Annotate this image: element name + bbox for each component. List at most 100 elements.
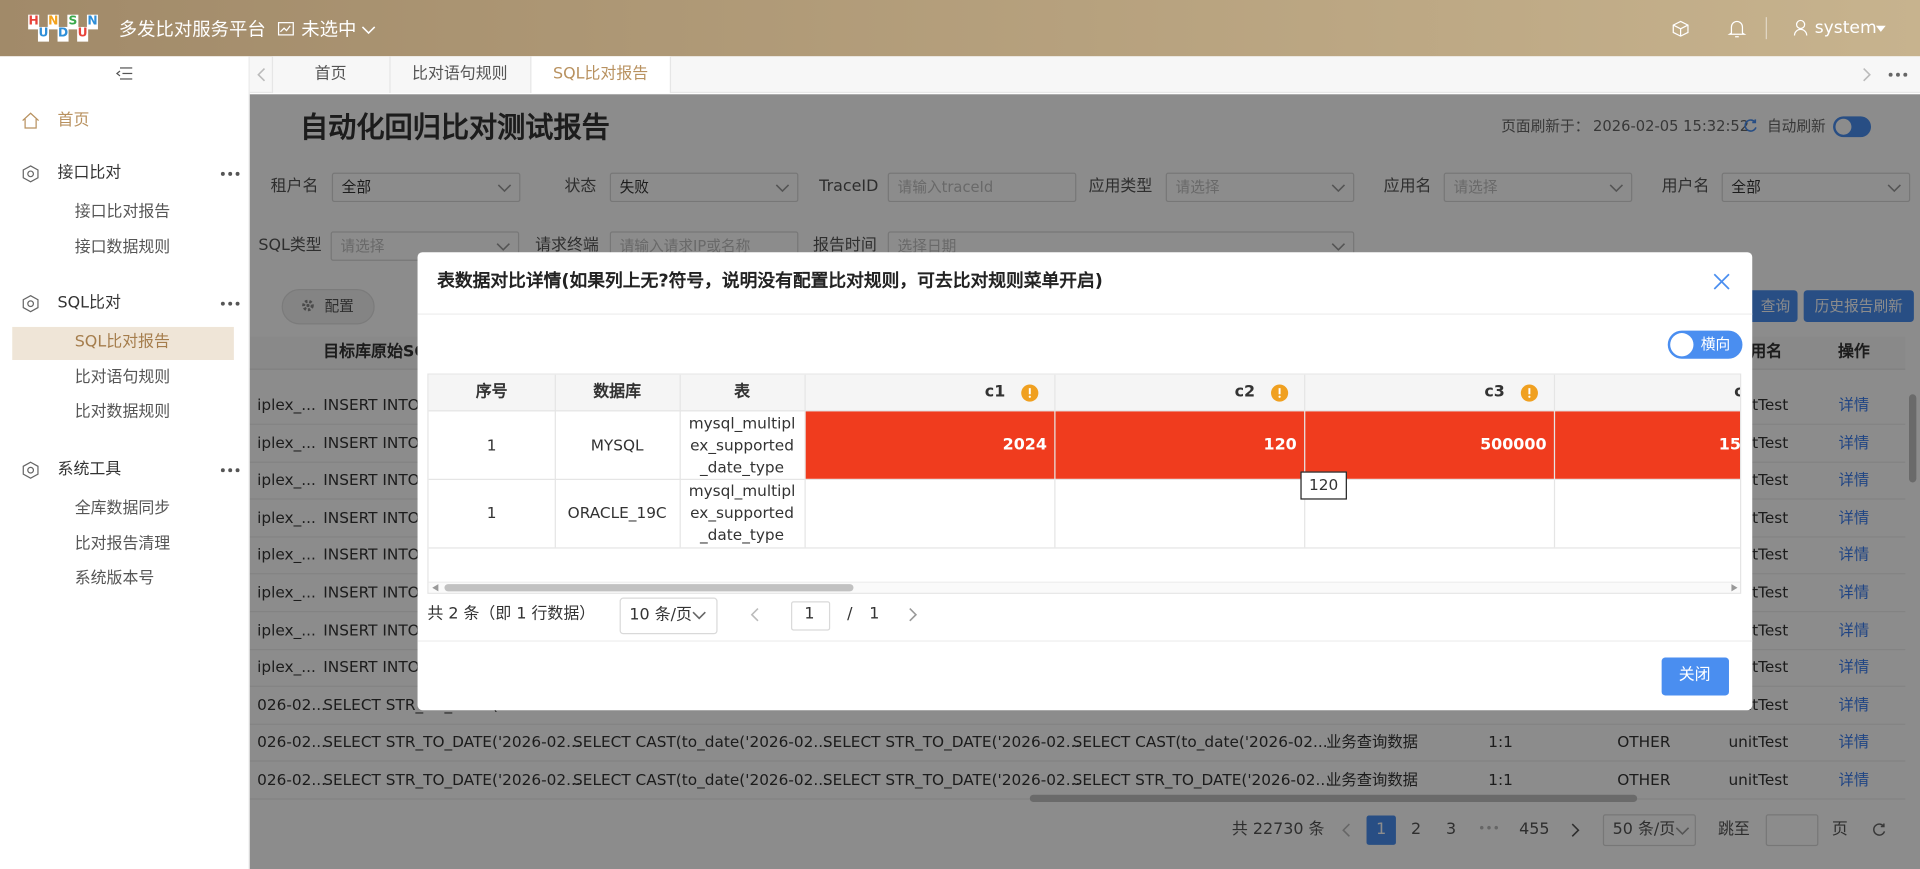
detail-row-line bbox=[428, 478, 1741, 481]
diff-value: 500000 bbox=[1480, 435, 1547, 454]
detail-link[interactable]: 详情 bbox=[1838, 395, 1870, 414]
icon-part bbox=[228, 468, 233, 473]
menu-item[interactable]: 接口数据规则 bbox=[74, 238, 171, 257]
page-number[interactable]: 1 bbox=[1376, 820, 1387, 839]
icon-part bbox=[235, 301, 240, 306]
menu-home[interactable]: 首页 bbox=[57, 111, 90, 130]
history-label[interactable]: 历史报告刷新 bbox=[1814, 297, 1903, 315]
detail-link[interactable]: 详情 bbox=[1838, 582, 1870, 602]
filter-placeholder: 请输入请求IP或名称 bbox=[619, 237, 751, 255]
config-label[interactable]: 配置 bbox=[324, 297, 354, 315]
pagination-total: 共 22730 条 bbox=[1231, 820, 1325, 839]
env-selector[interactable]: 未选中 bbox=[301, 18, 357, 41]
icon-part bbox=[1342, 823, 1350, 837]
detail-scroll-thumb bbox=[444, 584, 854, 592]
menu-item[interactable]: 接口比对报告 bbox=[74, 203, 171, 222]
page-number[interactable]: 455 bbox=[1519, 820, 1550, 839]
tab-label[interactable]: 首页 bbox=[314, 64, 347, 84]
filter-input[interactable] bbox=[1721, 172, 1911, 203]
menu-group[interactable]: 系统工具 bbox=[57, 460, 122, 479]
detail-link[interactable]: 详情 bbox=[1838, 695, 1870, 714]
page-unit: 页 bbox=[1831, 820, 1848, 839]
group-icon bbox=[22, 295, 39, 313]
detail-link[interactable]: 详情 bbox=[1838, 732, 1870, 752]
icon-part bbox=[1863, 68, 1871, 82]
more-icon bbox=[220, 171, 240, 176]
filter-input[interactable] bbox=[609, 172, 799, 203]
jump-label: 跳至 bbox=[1717, 820, 1750, 839]
filter-placeholder: 请选择 bbox=[340, 237, 385, 255]
menu-item[interactable]: 全库数据同步 bbox=[74, 499, 171, 518]
chevron-down bbox=[497, 184, 512, 193]
jump-input[interactable] bbox=[1765, 814, 1819, 847]
tab-label[interactable]: 比对语句规则 bbox=[412, 64, 508, 84]
table-cell: iplex_... bbox=[257, 582, 316, 602]
page-size-select[interactable] bbox=[1602, 814, 1696, 847]
icon-part bbox=[220, 468, 225, 473]
switch-label[interactable]: 横向 bbox=[1700, 335, 1731, 353]
menu-item[interactable]: 系统版本号 bbox=[74, 569, 155, 588]
detail-link[interactable]: 详情 bbox=[1838, 770, 1870, 789]
icon-part bbox=[1713, 273, 1730, 290]
detail-cell: ORACLE_19C bbox=[567, 503, 667, 522]
detail-header: 数据库 bbox=[593, 383, 642, 402]
detail-link[interactable]: 详情 bbox=[1838, 620, 1870, 639]
col-divider bbox=[679, 374, 681, 548]
filter-input[interactable] bbox=[887, 172, 1077, 203]
icon-part bbox=[497, 184, 512, 193]
table-cell: 业务查询数据 bbox=[1326, 732, 1418, 752]
detail-link[interactable]: 详情 bbox=[1838, 545, 1870, 564]
menu-group[interactable]: SQL比对 bbox=[57, 293, 121, 313]
chevron-down bbox=[361, 26, 376, 35]
menu-item[interactable]: 比对报告清理 bbox=[74, 534, 171, 553]
modal-page-current: 1 bbox=[804, 604, 815, 624]
top-header bbox=[0, 0, 1920, 57]
tab[interactable] bbox=[271, 56, 390, 94]
app-title: 多发比对服务平台 bbox=[118, 18, 266, 41]
page-number[interactable]: 3 bbox=[1445, 820, 1457, 839]
user-name[interactable]: system bbox=[1814, 18, 1877, 38]
config-button[interactable] bbox=[281, 288, 375, 325]
menu-item[interactable]: SQL比对报告 bbox=[74, 333, 170, 352]
chevron-down bbox=[1887, 184, 1901, 193]
table-cell: OTHER bbox=[1617, 770, 1671, 789]
chevron-down bbox=[1331, 243, 1346, 251]
selector-icon bbox=[277, 22, 294, 36]
icon-part bbox=[277, 22, 294, 36]
icon-part bbox=[228, 301, 233, 306]
cube-icon bbox=[1672, 20, 1689, 37]
table-cell: iplex_... bbox=[257, 620, 316, 639]
diff-value: 2024 bbox=[1002, 435, 1047, 454]
logo-letter: N bbox=[86, 14, 98, 30]
close-label[interactable]: 关闭 bbox=[1678, 666, 1711, 685]
tab-label[interactable]: SQL比对报告 bbox=[553, 64, 649, 84]
menu-group[interactable]: 接口比对 bbox=[57, 164, 122, 183]
modal-page-input[interactable] bbox=[791, 601, 831, 631]
history-button[interactable] bbox=[1803, 290, 1914, 323]
detail-link[interactable]: 详情 bbox=[1838, 470, 1870, 489]
query-label[interactable]: 查询 bbox=[1760, 297, 1791, 315]
menu-item[interactable]: 比对数据规则 bbox=[74, 403, 171, 422]
close-button[interactable] bbox=[1661, 657, 1729, 696]
menu-item[interactable]: 比对语句规则 bbox=[74, 368, 171, 387]
modal-title: 表数据对比详情(如果列上无?符号，说明没有配置比对规则，可去比对规则菜单开启) bbox=[437, 271, 1103, 292]
detail-link[interactable]: 详情 bbox=[1838, 432, 1870, 452]
logo-letter: S bbox=[67, 14, 79, 30]
detail-link[interactable]: 详情 bbox=[1838, 507, 1870, 527]
detail-cell: MYSQL bbox=[590, 435, 644, 454]
rule-icon-mark bbox=[1528, 388, 1531, 398]
filter-input[interactable] bbox=[1165, 172, 1355, 203]
page-number[interactable]: 2 bbox=[1411, 820, 1422, 839]
icon-part bbox=[27, 466, 35, 474]
modal-page-size-select[interactable] bbox=[619, 597, 718, 635]
icon-part bbox=[1903, 72, 1908, 77]
h-scrollbar-thumb bbox=[1029, 794, 1638, 803]
tab[interactable] bbox=[530, 56, 672, 94]
table-cell: iplex_... bbox=[257, 470, 316, 489]
filter-label: TraceID bbox=[819, 177, 879, 196]
tab[interactable] bbox=[389, 56, 531, 94]
filter-input[interactable] bbox=[331, 172, 521, 203]
table-cell: iplex_... bbox=[257, 432, 316, 452]
filter-input[interactable] bbox=[1443, 172, 1633, 203]
detail-link[interactable]: 详情 bbox=[1838, 657, 1870, 677]
